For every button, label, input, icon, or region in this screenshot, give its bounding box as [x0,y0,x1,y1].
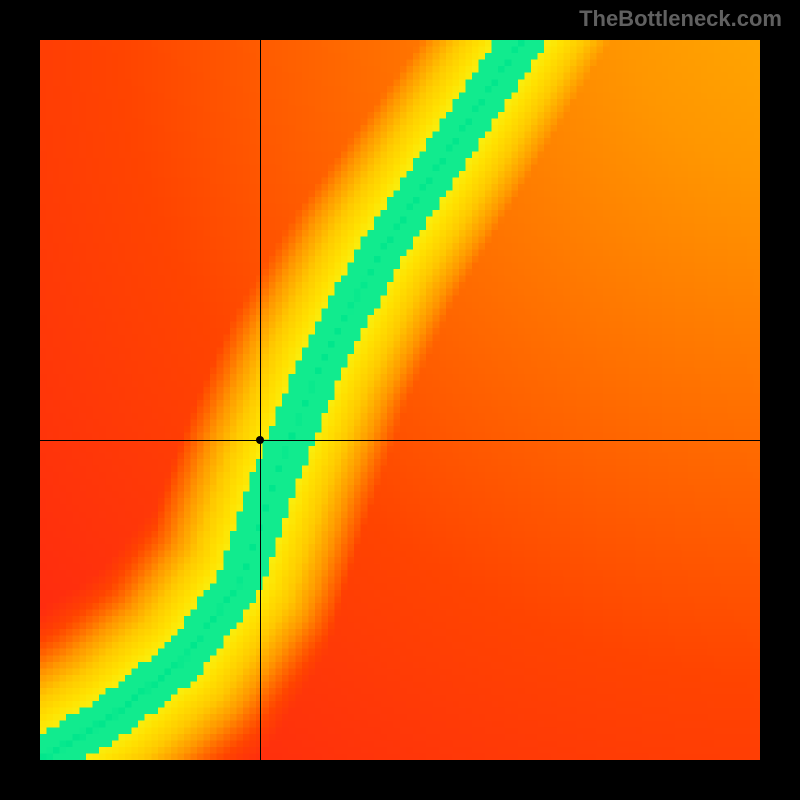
heatmap-plot [40,40,760,760]
watermark-text: TheBottleneck.com [579,6,782,32]
heatmap-canvas [40,40,760,760]
